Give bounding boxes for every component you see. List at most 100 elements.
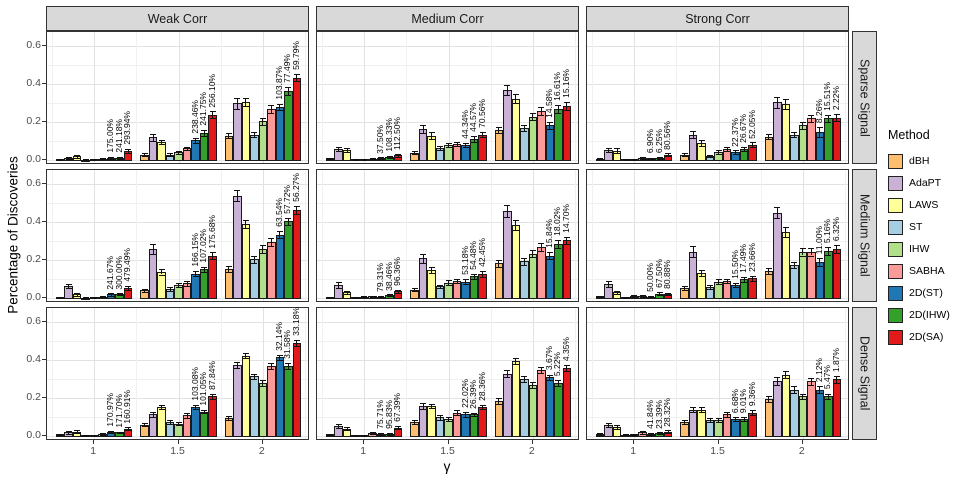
- error-bar-cap: [808, 247, 815, 249]
- error-bar-cap: [555, 385, 562, 387]
- error-bar-cap: [681, 285, 688, 287]
- error-bar-cap: [833, 375, 840, 377]
- panel-medium-signal-medium-corr: 79.31% 38.46% 96.36% 53.18% 54.48% 42.45% 15.8…: [316, 169, 579, 302]
- gridline: [587, 203, 848, 205]
- x-tick-mark: [447, 440, 449, 444]
- error-bar-cap: [411, 291, 418, 293]
- error-bar-cap: [765, 402, 772, 404]
- error-bar-cap: [344, 147, 351, 149]
- bar-sabha: [182, 415, 192, 438]
- error-bar-cap: [462, 283, 469, 285]
- bar-laws: [157, 406, 166, 438]
- error-bar: [245, 352, 247, 359]
- error-bar: [296, 73, 298, 82]
- error-bar-cap: [724, 151, 730, 153]
- error-bar-cap: [707, 418, 713, 420]
- error-bar-cap: [344, 430, 351, 432]
- gridline: [592, 308, 594, 439]
- error-bar-cap: [116, 433, 123, 435]
- error-bar: [616, 148, 618, 154]
- error-bar: [802, 393, 804, 400]
- bar-2d-ihw: [554, 244, 563, 300]
- error-bar-cap: [681, 289, 688, 291]
- legend-entry-label: 2D(SA): [909, 331, 944, 343]
- bar-2d-st: [275, 234, 285, 300]
- error-bar-cap: [605, 422, 612, 424]
- error-bar-cap: [352, 435, 359, 437]
- error-bar: [557, 240, 559, 248]
- gridline: [220, 308, 222, 439]
- error-bar-cap: [251, 131, 258, 133]
- error-bar-cap: [656, 158, 663, 160]
- error-bar-cap: [91, 434, 98, 436]
- x-tick-label: 2: [528, 445, 535, 457]
- gridline: [317, 222, 578, 224]
- error-bar-cap: [150, 140, 156, 142]
- error-bar-cap: [268, 246, 275, 247]
- bar-2d-sa: [832, 379, 842, 438]
- gridline: [47, 84, 308, 86]
- error-bar-cap: [808, 377, 815, 379]
- bar-percentage-label: 42.45%: [476, 238, 487, 268]
- error-bar-cap: [335, 151, 342, 153]
- error-bar-cap: [99, 159, 106, 161]
- error-bar: [819, 127, 821, 137]
- gridline: [760, 308, 762, 439]
- gridline: [52, 308, 54, 439]
- error-bar: [827, 393, 829, 400]
- bar-2d-sa: [292, 77, 302, 162]
- error-bar-cap: [276, 354, 283, 356]
- gridline: [178, 170, 180, 301]
- error-bar: [659, 292, 661, 295]
- error-bar: [793, 386, 795, 394]
- bar-adapt: [148, 248, 158, 300]
- legend-key-swatch: [888, 241, 903, 257]
- error-bar-cap: [192, 404, 199, 406]
- bar-percentage-label: 59.79%: [290, 40, 301, 70]
- error-bar-cap: [225, 137, 232, 139]
- gridline: [47, 379, 308, 381]
- error-bar-cap: [209, 394, 216, 396]
- error-bar-cap: [293, 346, 300, 347]
- error-bar-cap: [158, 274, 165, 276]
- bar-adapt: [773, 381, 782, 438]
- gridline: [587, 222, 848, 224]
- error-bar-cap: [225, 265, 232, 267]
- error-bar-cap: [395, 292, 402, 294]
- error-bar-cap: [825, 399, 832, 401]
- bar-2d-sa: [208, 396, 217, 438]
- error-bar-cap: [454, 414, 460, 416]
- error-bar-cap: [741, 151, 747, 153]
- bar-laws: [241, 355, 251, 438]
- error-bar: [776, 207, 778, 219]
- panel-dense-signal-medium-corr: 75.71% 95.83% 67.39% 22.02% 26.39% 28.36% 3.67…: [316, 307, 579, 440]
- bar-sabha: [722, 414, 732, 438]
- y-tick-label: 0.6: [26, 177, 41, 190]
- error-bar-cap: [285, 95, 292, 97]
- error-bar: [532, 112, 534, 121]
- bar-percentage-label: 160.91%: [122, 389, 133, 424]
- gridline: [52, 170, 54, 301]
- error-bar-cap: [512, 364, 519, 366]
- error-bar-cap: [268, 112, 275, 114]
- gridline: [317, 141, 578, 143]
- error-bar-cap: [833, 382, 840, 384]
- y-tick-mark: [42, 83, 46, 85]
- legend-entry-label: AdaPT: [909, 177, 942, 189]
- error-bar-cap: [167, 420, 173, 422]
- bar-sabha: [267, 242, 276, 300]
- error-bar-cap: [504, 369, 511, 371]
- error-bar-cap: [782, 371, 789, 373]
- gridline: [406, 308, 408, 439]
- gridline: [587, 379, 848, 381]
- error-bar: [448, 142, 449, 148]
- error-bar: [203, 266, 205, 273]
- bar-percentage-label: 56.27%: [290, 173, 301, 203]
- bar-percentage-label: 479.49%: [122, 248, 133, 282]
- error-bar: [701, 269, 702, 276]
- error-bar-cap: [184, 413, 190, 415]
- legend-entry-laws: LAWS: [888, 194, 968, 216]
- error-bar-cap: [201, 272, 207, 274]
- error-bar-cap: [175, 153, 182, 155]
- error-bar-cap: [116, 158, 123, 160]
